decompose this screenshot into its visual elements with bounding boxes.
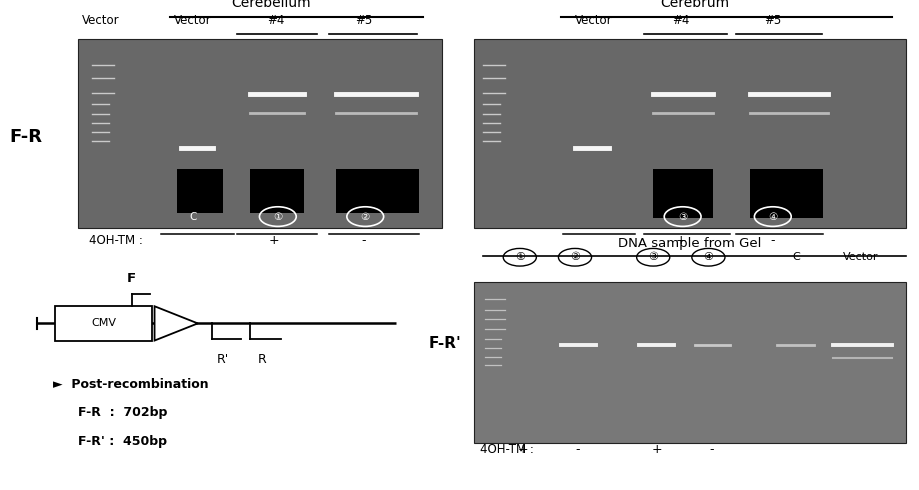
Text: F-R': F-R' bbox=[428, 336, 461, 350]
Bar bbox=[473, 282, 905, 443]
Bar bbox=[749, 169, 823, 218]
Text: CMV: CMV bbox=[91, 318, 116, 328]
Bar bbox=[176, 169, 222, 213]
Text: -: - bbox=[770, 234, 774, 246]
Text: ②: ② bbox=[570, 252, 579, 262]
Text: #5: #5 bbox=[764, 14, 780, 27]
Text: DNA sample from Gel: DNA sample from Gel bbox=[618, 237, 761, 250]
Text: -: - bbox=[709, 443, 713, 456]
Text: Cerebrum: Cerebrum bbox=[659, 0, 729, 10]
Polygon shape bbox=[154, 306, 198, 341]
Text: C: C bbox=[189, 212, 197, 221]
Text: +: + bbox=[651, 443, 662, 456]
Text: +: + bbox=[268, 234, 279, 246]
Text: ►  Post-recombination: ► Post-recombination bbox=[53, 378, 209, 391]
Text: +: + bbox=[516, 443, 528, 456]
Text: C: C bbox=[791, 252, 799, 262]
Text: ④: ④ bbox=[767, 212, 777, 221]
Text: R': R' bbox=[216, 353, 229, 366]
Bar bbox=[335, 169, 418, 213]
Text: Vector: Vector bbox=[83, 14, 119, 27]
Text: Vector: Vector bbox=[175, 14, 211, 27]
Text: ③: ③ bbox=[648, 252, 657, 262]
Text: ②: ② bbox=[360, 212, 369, 221]
Text: #5: #5 bbox=[355, 14, 371, 27]
Bar bbox=[652, 169, 712, 218]
Bar bbox=[250, 169, 303, 213]
Text: F-R' :  450bp: F-R' : 450bp bbox=[78, 435, 167, 447]
Text: Cerebellum: Cerebellum bbox=[232, 0, 311, 10]
Text: R: R bbox=[257, 353, 267, 366]
Text: Vector: Vector bbox=[842, 252, 877, 262]
Text: ①: ① bbox=[515, 252, 524, 262]
Text: F: F bbox=[127, 272, 136, 285]
Text: +: + bbox=[675, 234, 686, 246]
Text: F-R  :  702bp: F-R : 702bp bbox=[78, 406, 167, 419]
Text: F-R: F-R bbox=[9, 128, 42, 146]
Text: ④: ④ bbox=[703, 252, 712, 262]
Text: #4: #4 bbox=[267, 14, 284, 27]
Bar bbox=[78, 39, 441, 228]
Bar bbox=[473, 39, 905, 228]
Text: -: - bbox=[575, 443, 579, 456]
Text: ①: ① bbox=[273, 212, 282, 221]
Text: Vector: Vector bbox=[574, 14, 611, 27]
Text: 4OH-TM :: 4OH-TM : bbox=[88, 234, 142, 246]
Text: ③: ③ bbox=[677, 212, 686, 221]
Text: #4: #4 bbox=[672, 14, 688, 27]
Bar bbox=[55, 306, 152, 341]
Text: 4OH-TM :: 4OH-TM : bbox=[480, 443, 534, 456]
Text: -: - bbox=[361, 234, 365, 246]
